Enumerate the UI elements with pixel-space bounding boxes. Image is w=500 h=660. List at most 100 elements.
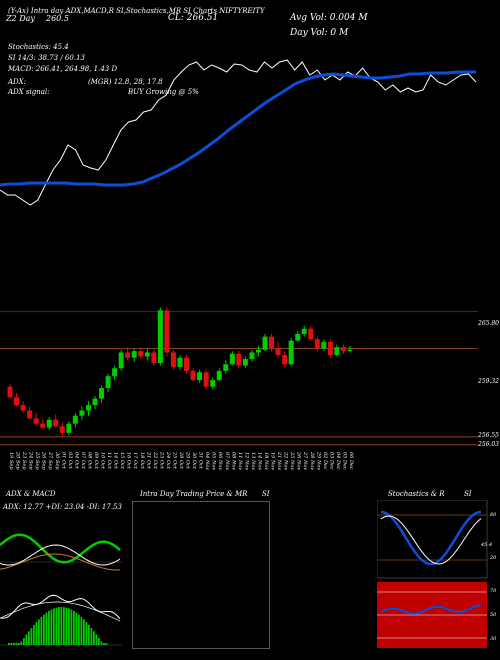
buy-signal: BUY Growing @ 5% <box>128 88 199 96</box>
date-tick-label: 08 Nov <box>230 452 236 470</box>
macd-histogram-bar <box>53 608 55 645</box>
macd-histogram-bar <box>13 643 15 645</box>
date-tick-label: 06 Nov <box>217 452 223 470</box>
candle-body <box>53 419 59 427</box>
candle-body <box>308 328 314 340</box>
macd-histogram-bar <box>65 607 68 645</box>
date-tick-label: 25 Sep <box>34 451 40 470</box>
date-tick-label: 18 Oct <box>139 452 145 470</box>
candle-body <box>288 340 294 365</box>
candle-body <box>66 423 72 433</box>
price-label-mid: 259.32 <box>478 378 499 385</box>
adx-label: ADX: <box>8 78 27 86</box>
date-tick-label: 04 Dec <box>335 452 341 470</box>
date-tick-label: 13 Nov <box>250 452 256 470</box>
macd-histogram-bar <box>40 616 43 645</box>
plus-di-line <box>0 533 121 564</box>
adx-signal-label: ADX signal: <box>8 88 50 96</box>
date-tick-label: 03 Dec <box>328 452 334 470</box>
date-tick-label: 21 Nov <box>276 451 282 470</box>
avg-volume: Avg Vol: 0.004 M <box>290 13 368 23</box>
stoch-d-line <box>380 515 482 565</box>
macd-histogram-bar <box>15 643 18 645</box>
candle-body <box>216 370 222 381</box>
rsi-readout: SI 14/3: 38.73 / 60.13 <box>8 54 85 62</box>
macd-histogram-bar <box>73 610 75 645</box>
macd-histogram-bar <box>55 607 58 645</box>
macd-histogram-bar <box>48 610 50 645</box>
rsi-label-30: 30 <box>490 636 497 642</box>
header-title: (Y-Ax) Intra day ADX,MACD,R SI,Stochasti… <box>8 7 265 15</box>
candle-body <box>164 310 170 353</box>
date-tick-label: 15 Oct <box>119 452 125 470</box>
macd-signal-line <box>0 601 121 622</box>
candle-body <box>40 423 46 428</box>
overlay-lines <box>0 59 477 206</box>
price-label-top: 265.80 <box>478 320 499 327</box>
candle-body <box>33 418 39 424</box>
candle-body <box>275 348 281 356</box>
date-tick-label: 19 Nov <box>270 452 276 470</box>
candle-body <box>20 405 26 411</box>
candle-body <box>255 349 261 353</box>
macd-histogram-bar <box>35 622 38 645</box>
macd-histogram-bar <box>90 628 93 645</box>
date-tick-label: 07 Nov <box>224 452 230 470</box>
overlay-white-line <box>0 59 477 206</box>
candle-body <box>105 376 111 389</box>
date-tick-label: 26 Sep <box>41 451 47 470</box>
macd-histogram-bar <box>45 612 48 645</box>
candle-body <box>262 336 268 350</box>
date-tick-label: 17 Oct <box>132 452 138 470</box>
macd-histogram-bar <box>85 622 88 645</box>
macd-histogram-bar <box>50 609 53 645</box>
candle-body <box>269 336 275 349</box>
candle-body <box>347 349 353 352</box>
date-tick-label: 26 Nov <box>296 451 302 470</box>
intraday-panel <box>132 501 270 649</box>
adx-panel-readout: ADX: 12.77 +DI: 23.04 -DI: 17.53 <box>3 503 122 511</box>
macd-histogram-bar <box>88 624 90 645</box>
date-tick-label: 01 Oct <box>60 452 66 470</box>
date-tick-label: 29 Oct <box>185 451 191 470</box>
macd-histogram-bar <box>20 641 23 645</box>
stochastics-readout: Stochastics: 45.4 <box>8 43 69 51</box>
date-tick-label: 18 Nov <box>263 452 269 470</box>
candle-body <box>170 352 176 367</box>
macd-histogram-bar <box>30 628 33 645</box>
candle-body <box>334 347 340 356</box>
date-tick-label: 28 Nov <box>309 451 315 470</box>
candle-body <box>14 397 20 406</box>
date-tick-label: 24 Sep <box>28 451 34 470</box>
date-axis-labels: 19 Sep 20 Sep 23 Sep 24 Sep 25 Sep 26 Sep 27 S… <box>8 451 354 470</box>
candle-body <box>190 370 196 381</box>
macd-histogram-bar <box>100 641 103 645</box>
macd-histogram-bar <box>83 619 85 645</box>
candle-body <box>72 415 78 424</box>
date-tick-label: 22 Oct <box>152 451 158 470</box>
date-tick-label: 12 Nov <box>243 452 249 470</box>
macd-histogram-bar <box>63 607 65 645</box>
candle-body <box>157 310 163 363</box>
candle-body <box>125 352 131 358</box>
candle-body <box>321 341 327 349</box>
macd-histogram-bar <box>33 624 35 645</box>
price-chart: 19 Sep 20 Sep 23 Sep 24 Sep 25 Sep 26 Sep 27 S… <box>0 59 478 470</box>
date-tick-label: 09 Oct <box>93 452 99 470</box>
macd-readout: MACD: 266.41, 264.98, 1.43 D <box>8 65 118 73</box>
candle-body <box>79 410 85 416</box>
price-label-low2: 256.03 <box>478 441 499 448</box>
macd-histogram-bar <box>25 634 28 645</box>
stoch-label-value: 45.4 <box>481 542 493 548</box>
candle-body <box>59 426 65 433</box>
date-tick-label: 02 Dec <box>322 452 328 470</box>
date-tick-label: 05 Dec <box>341 452 347 470</box>
candle-body <box>223 364 229 371</box>
candle-body <box>27 410 33 419</box>
date-tick-label: 30 Sep <box>54 452 60 470</box>
candle-body <box>118 352 124 369</box>
candle-body <box>242 359 248 366</box>
candle-body <box>229 353 235 365</box>
date-tick-label: 23 Oct <box>158 451 164 470</box>
macd-histogram-bar <box>28 631 30 645</box>
